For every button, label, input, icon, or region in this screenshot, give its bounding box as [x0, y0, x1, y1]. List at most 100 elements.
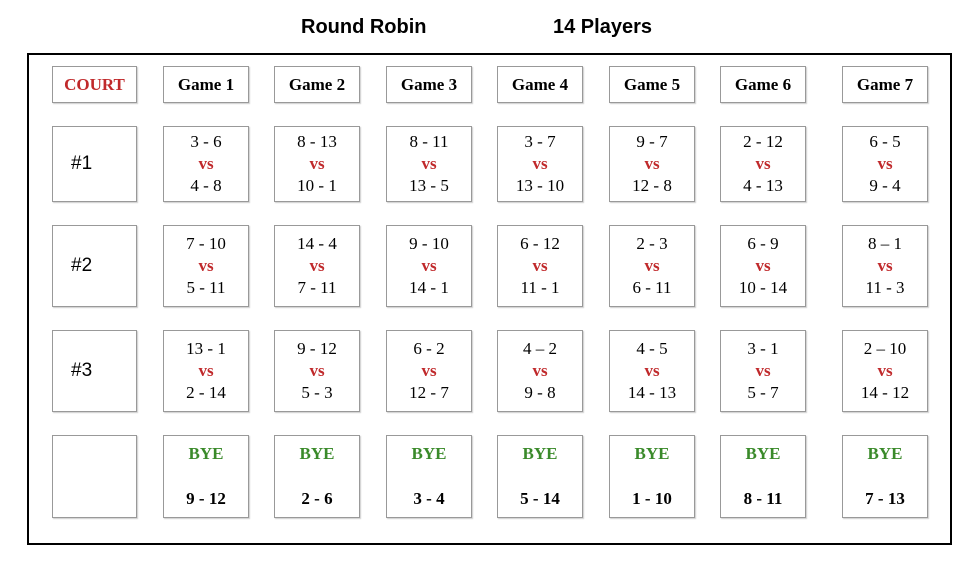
- game-header: Game 2: [274, 66, 360, 103]
- vs-label: vs: [644, 154, 660, 173]
- team: 7 - 11: [297, 278, 337, 297]
- court-label: #3: [52, 330, 137, 412]
- team: 3 - 7: [524, 132, 556, 151]
- bye-label: BYE: [634, 444, 670, 463]
- bye-players: 7 - 13: [865, 489, 905, 508]
- vs-label: vs: [421, 154, 437, 173]
- match-cell: 9 - 7 vs 12 - 8: [609, 126, 695, 202]
- bye-label: BYE: [188, 444, 224, 463]
- team: 9 - 12: [297, 339, 337, 358]
- match-cell: 2 - 3 vs 6 - 11: [609, 225, 695, 307]
- vs-label: vs: [309, 256, 325, 275]
- bye-players: 2 - 6: [301, 489, 333, 508]
- empty-cell: [52, 435, 137, 518]
- team: 4 – 2: [523, 339, 557, 358]
- bye-players: 9 - 12: [186, 489, 226, 508]
- match-cell: 2 - 12 vs 4 - 13: [720, 126, 806, 202]
- game-header: Game 1: [163, 66, 249, 103]
- team: 8 – 1: [868, 234, 902, 253]
- vs-label: vs: [644, 256, 660, 275]
- vs-label: vs: [877, 154, 893, 173]
- match-cell: 6 - 2 vs 12 - 7: [386, 330, 472, 412]
- match-cell: 8 - 13 vs 10 - 1: [274, 126, 360, 202]
- team: 13 - 1: [186, 339, 226, 358]
- vs-label: vs: [755, 361, 771, 380]
- team: 8 - 13: [297, 132, 337, 151]
- vs-label: vs: [755, 154, 771, 173]
- match-cell: 6 - 12 vs 11 - 1: [497, 225, 583, 307]
- team: 6 - 12: [520, 234, 560, 253]
- match-cell: 8 - 11 vs 13 - 5: [386, 126, 472, 202]
- court-label: #1: [52, 126, 137, 202]
- schedule-frame: [27, 53, 952, 545]
- match-cell: 9 - 10 vs 14 - 1: [386, 225, 472, 307]
- team: 4 - 8: [190, 176, 222, 195]
- team: 10 - 14: [738, 278, 788, 297]
- title: Round Robin: [301, 16, 427, 38]
- team: 13 - 5: [409, 176, 449, 195]
- bye-label: BYE: [299, 444, 335, 463]
- players-count: 14 Players: [553, 16, 652, 38]
- bye-label: BYE: [745, 444, 781, 463]
- bye-cell: BYE 5 - 14: [497, 435, 583, 518]
- team: 14 - 12: [860, 383, 910, 402]
- vs-label: vs: [532, 361, 548, 380]
- vs-label: vs: [877, 256, 893, 275]
- match-cell: 6 - 5 vs 9 - 4: [842, 126, 928, 202]
- team: 8 - 11: [409, 132, 449, 151]
- team: 3 - 1: [747, 339, 779, 358]
- bye-cell: BYE 2 - 6: [274, 435, 360, 518]
- bye-cell: BYE 1 - 10: [609, 435, 695, 518]
- team: 12 - 8: [632, 176, 672, 195]
- team: 14 - 4: [297, 234, 337, 253]
- vs-label: vs: [532, 256, 548, 275]
- team: 11 - 1: [520, 278, 560, 297]
- match-cell: 4 - 5 vs 14 - 13: [609, 330, 695, 412]
- match-cell: 9 - 12 vs 5 - 3: [274, 330, 360, 412]
- vs-label: vs: [309, 361, 325, 380]
- bye-label: BYE: [867, 444, 903, 463]
- match-cell: 3 - 7 vs 13 - 10: [497, 126, 583, 202]
- vs-label: vs: [421, 361, 437, 380]
- match-cell: 14 - 4 vs 7 - 11: [274, 225, 360, 307]
- team: 5 - 7: [747, 383, 779, 402]
- game-header: Game 4: [497, 66, 583, 103]
- bye-players: 5 - 14: [520, 489, 560, 508]
- team: 4 - 5: [636, 339, 668, 358]
- vs-label: vs: [644, 361, 660, 380]
- team: 5 - 3: [301, 383, 333, 402]
- vs-label: vs: [532, 154, 548, 173]
- game-header: Game 5: [609, 66, 695, 103]
- vs-label: vs: [755, 256, 771, 275]
- vs-label: vs: [198, 154, 214, 173]
- team: 9 - 7: [636, 132, 668, 151]
- team: 12 - 7: [409, 383, 449, 402]
- bye-cell: BYE 8 - 11: [720, 435, 806, 518]
- bye-players: 3 - 4: [413, 489, 445, 508]
- vs-label: vs: [309, 154, 325, 173]
- team: 9 - 4: [869, 176, 901, 195]
- vs-label: vs: [198, 361, 214, 380]
- vs-label: vs: [877, 361, 893, 380]
- match-cell: 2 – 10 vs 14 - 12: [842, 330, 928, 412]
- team: 5 - 11: [186, 278, 226, 297]
- vs-label: vs: [421, 256, 437, 275]
- team: 2 - 3: [636, 234, 668, 253]
- bye-cell: BYE 9 - 12: [163, 435, 249, 518]
- match-cell: 7 - 10 vs 5 - 11: [163, 225, 249, 307]
- team: 14 - 1: [409, 278, 449, 297]
- game-header: Game 7: [842, 66, 928, 103]
- team: 4 - 13: [743, 176, 783, 195]
- match-cell: 4 – 2 vs 9 - 8: [497, 330, 583, 412]
- match-cell: 13 - 1 vs 2 - 14: [163, 330, 249, 412]
- team: 6 - 11: [632, 278, 672, 297]
- team: 6 - 2: [413, 339, 445, 358]
- bye-cell: BYE 7 - 13: [842, 435, 928, 518]
- game-header: Game 6: [720, 66, 806, 103]
- bye-label: BYE: [411, 444, 447, 463]
- team: 9 - 8: [524, 383, 556, 402]
- team: 2 - 12: [743, 132, 783, 151]
- bye-label: BYE: [522, 444, 558, 463]
- team: 11 - 3: [865, 278, 905, 297]
